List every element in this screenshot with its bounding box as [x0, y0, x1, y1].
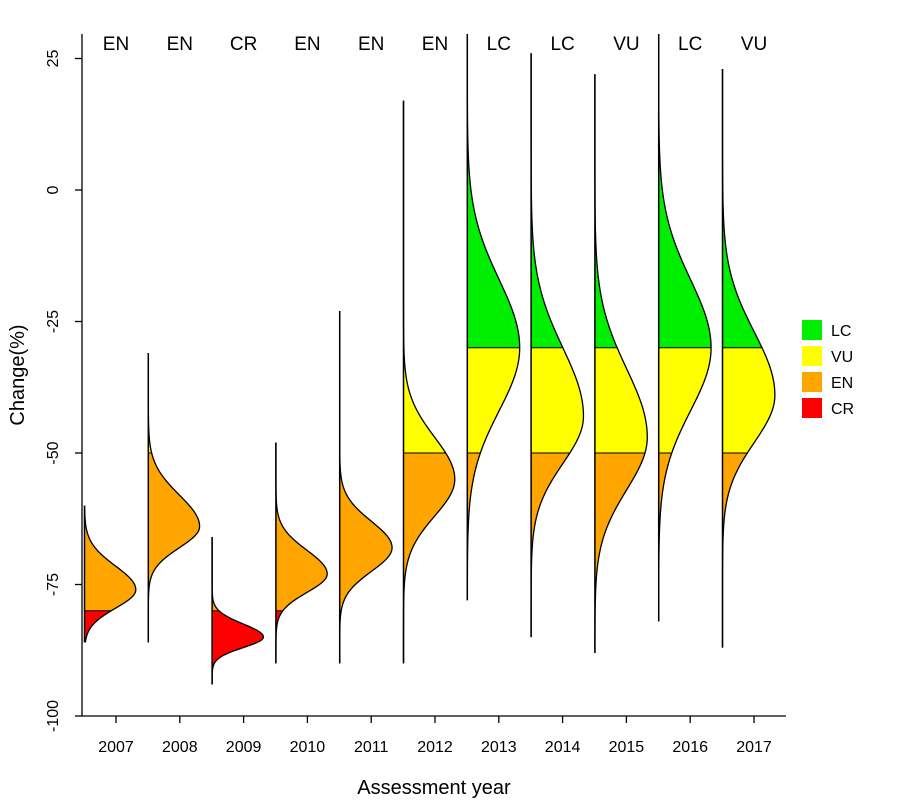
violin-band-2009-cr — [212, 610, 264, 685]
violin-band-2010-cr — [275, 610, 283, 664]
x-tick-label: 2016 — [672, 739, 708, 756]
violin-band-2012-vu — [403, 347, 446, 453]
violin-outline-2009 — [211, 537, 265, 685]
y-tick-label: -75 — [45, 573, 62, 596]
violin-band-2017-vu — [722, 347, 775, 453]
violin-band-2007-cr — [84, 610, 112, 643]
status-label-2009: CR — [230, 34, 257, 55]
x-tick-label: 2014 — [545, 739, 581, 756]
y-tick-label: -25 — [45, 310, 62, 333]
violin-band-2016-vu — [658, 347, 712, 453]
legend-label-lc: LC — [831, 323, 851, 340]
status-label-2010: EN — [294, 34, 320, 55]
violin-band-2012-en — [403, 453, 455, 611]
y-tick-label: -100 — [45, 700, 62, 732]
legend-label-vu: VU — [831, 349, 853, 366]
violin-band-2014-vu — [531, 347, 584, 453]
x-tick-label: 2011 — [354, 739, 389, 756]
x-tick-label: 2015 — [609, 739, 645, 756]
status-labels: EN EN CR EN EN EN LC LC VU LC VU — [103, 34, 767, 55]
violin-2009 — [211, 537, 265, 685]
violin-band-2011-en — [339, 453, 393, 611]
violin-band-2013-vu — [467, 347, 520, 453]
violin-band-2013-lc — [467, 34, 520, 348]
violin-band-2015-en — [594, 453, 645, 611]
x-axis: 2007 2008 2009 2010 2011 2012 2013 2014 2015 2016… — [82, 715, 786, 756]
violin-band-2017-lc — [722, 69, 763, 348]
violin-outline-2011 — [339, 310, 393, 664]
violin-band-2014-en — [531, 453, 570, 611]
y-tick-label: 0 — [45, 185, 62, 194]
legend-label-en: EN — [831, 375, 853, 392]
y-axis: 25 0 -25 -50 -75 -100 — [45, 34, 83, 732]
violin-band-2013-en — [467, 453, 481, 601]
violin-2012 — [402, 100, 456, 664]
violin-2011 — [338, 310, 393, 664]
legend: LC VU EN CR — [802, 320, 854, 418]
legend-swatch-en — [802, 372, 822, 392]
x-axis-title: Assessment year — [357, 777, 511, 799]
violin-group — [83, 34, 776, 685]
legend-swatch-lc — [802, 320, 822, 340]
status-label-2012: EN — [422, 34, 448, 55]
legend-swatch-cr — [802, 398, 822, 418]
status-label-2013: LC — [487, 34, 511, 55]
status-label-2011: EN — [358, 34, 384, 55]
status-label-2014: LC — [550, 34, 574, 55]
y-tick-label: -50 — [45, 441, 62, 464]
violin-band-2010-en — [275, 453, 328, 611]
status-label-2007: EN — [103, 34, 129, 55]
violin-2010 — [275, 442, 328, 664]
x-tick-label: 2013 — [481, 739, 517, 756]
y-tick-label: 25 — [45, 50, 62, 68]
legend-swatch-vu — [802, 346, 822, 366]
violin-band-2015-lc — [594, 74, 618, 348]
violin-2016 — [657, 34, 712, 622]
violin-band-2014-lc — [531, 53, 563, 348]
violin-outline-2012 — [402, 100, 456, 664]
x-tick-label: 2009 — [226, 739, 262, 756]
violin-band-2015-vu — [594, 347, 648, 453]
violin-2008 — [147, 353, 201, 643]
x-tick-label: 2007 — [98, 739, 134, 756]
violin-2013 — [466, 34, 521, 601]
violin-2014 — [530, 53, 585, 638]
status-label-2008: EN — [167, 34, 193, 55]
violin-outline-2007 — [83, 505, 137, 643]
violin-2015 — [594, 74, 648, 653]
violin-band-2016-lc — [658, 34, 712, 348]
x-tick-label: 2017 — [736, 739, 772, 756]
x-tick-label: 2010 — [290, 739, 326, 756]
status-label-2016: LC — [678, 34, 702, 55]
violin-band-2007-en — [84, 505, 136, 611]
violin-2007 — [83, 505, 137, 643]
legend-label-cr: CR — [831, 401, 854, 418]
violin-2017 — [721, 69, 776, 648]
x-tick-label: 2008 — [162, 739, 198, 756]
x-tick-label: 2012 — [417, 739, 453, 756]
status-label-2017: VU — [741, 34, 767, 55]
violin-band-2008-en — [148, 453, 200, 611]
status-label-2015: VU — [613, 34, 639, 55]
y-axis-title: Change(%) — [7, 324, 29, 425]
